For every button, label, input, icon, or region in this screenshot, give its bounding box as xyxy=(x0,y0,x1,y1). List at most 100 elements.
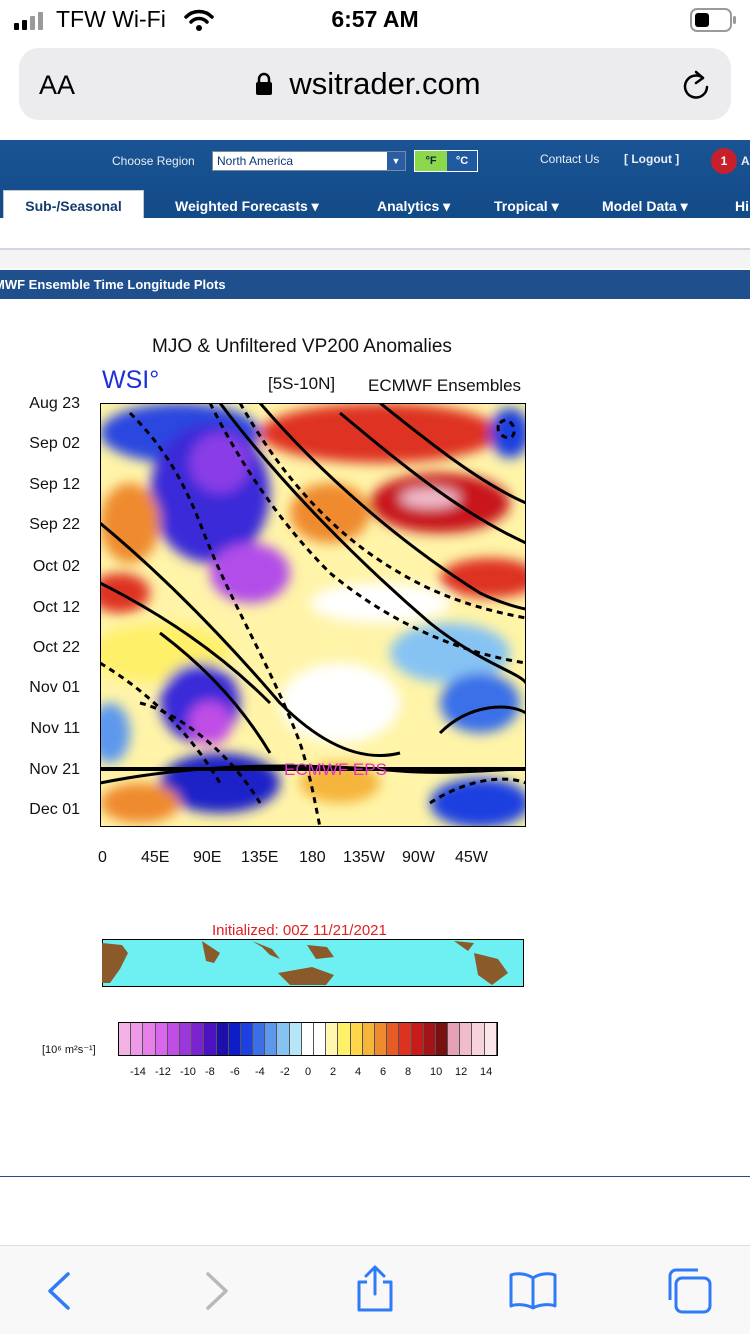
signal-bars-icon xyxy=(14,12,43,30)
colorbar-swatch xyxy=(277,1023,290,1055)
nav-more[interactable]: Hi xyxy=(735,198,749,214)
bookmarks-icon[interactable] xyxy=(508,1270,558,1310)
colorbar-tick-label: -10 xyxy=(180,1066,196,1078)
colorbar-swatch xyxy=(167,1023,180,1055)
y-tick-label: Sep 02 xyxy=(29,435,80,452)
colorbar-swatch xyxy=(448,1023,461,1055)
choose-region-label: Choose Region xyxy=(112,154,195,168)
y-tick-label: Oct 12 xyxy=(32,599,80,616)
unit-f-button[interactable]: °F xyxy=(415,151,447,171)
colorbar-tick-label: 10 xyxy=(430,1066,443,1078)
colorbar-tick-label: 12 xyxy=(455,1066,468,1078)
colorbar-swatch xyxy=(338,1023,351,1055)
alert-trailing-text: A xyxy=(741,154,750,168)
colorbar-swatch xyxy=(472,1023,485,1055)
y-tick-label: Nov 11 xyxy=(30,720,80,737)
back-icon[interactable] xyxy=(44,1270,72,1312)
y-tick-label: Nov 21 xyxy=(29,761,80,778)
colorbar-swatch xyxy=(350,1023,363,1055)
reload-icon[interactable] xyxy=(681,70,711,102)
page-title: MWF Ensemble Time Longitude Plots xyxy=(0,277,226,292)
nav-weighted-forecasts[interactable]: Weighted Forecasts ▾ xyxy=(175,198,319,214)
colorbar-swatch xyxy=(387,1023,400,1055)
colorbar-swatch xyxy=(265,1023,278,1055)
logout-link[interactable]: [ Logout ] xyxy=(624,152,680,166)
forward-icon[interactable] xyxy=(202,1270,230,1312)
x-tick-label: 45W xyxy=(455,849,488,866)
colorbar-tick-label: 8 xyxy=(405,1066,412,1078)
colorbar-tick-label: 2 xyxy=(330,1066,337,1078)
x-tick-label: 0 xyxy=(98,849,107,866)
sub-nav-bar xyxy=(0,218,750,250)
colorbar-tick-label: 14 xyxy=(480,1066,493,1078)
colorbar-tick-label: 4 xyxy=(355,1066,362,1078)
colorbar-swatch xyxy=(131,1023,144,1055)
x-tick-label: 180 xyxy=(299,849,326,866)
footer-divider xyxy=(0,1176,750,1177)
colorbar-tick-label: -4 xyxy=(255,1066,265,1078)
x-tick-label: 90W xyxy=(402,849,435,866)
colorbar-swatch xyxy=(179,1023,193,1055)
colorbar-swatch xyxy=(192,1023,205,1055)
colorbar-swatch xyxy=(155,1023,168,1055)
y-tick-label: Sep 12 xyxy=(29,476,80,493)
region-select[interactable]: North America ▼ xyxy=(212,151,406,171)
url-text[interactable]: wsitrader.com xyxy=(289,66,481,101)
world-map-strip xyxy=(102,939,524,987)
nav-model-data[interactable]: Model Data ▾ xyxy=(602,198,688,214)
colorbar-tick-label: -8 xyxy=(205,1066,215,1078)
page-title-bar: MWF Ensemble Time Longitude Plots xyxy=(0,270,750,299)
nav-analytics[interactable]: Analytics ▾ xyxy=(377,198,451,214)
share-icon[interactable] xyxy=(354,1264,396,1314)
browser-toolbar xyxy=(0,1245,750,1334)
colorbar-swatch xyxy=(399,1023,412,1055)
colorbar-swatch xyxy=(216,1023,229,1055)
colorbar-swatch xyxy=(423,1023,436,1055)
region-value: North America xyxy=(217,154,294,168)
colorbar-swatch xyxy=(435,1023,449,1055)
y-tick-label: Oct 02 xyxy=(32,558,80,575)
colorbar-swatch xyxy=(119,1023,132,1055)
colorbar-swatch xyxy=(460,1023,473,1055)
colorbar xyxy=(118,1022,498,1056)
colorbar-swatch xyxy=(326,1023,339,1055)
x-tick-label: 135W xyxy=(343,849,385,866)
address-bar[interactable]: AA wsitrader.com xyxy=(19,48,731,120)
figure-region: [5S-10N] xyxy=(268,374,336,393)
divider-band xyxy=(0,250,750,268)
colorbar-tick-label: -6 xyxy=(230,1066,240,1078)
colorbar-swatch xyxy=(411,1023,424,1055)
colorbar-ticks: -14 -12 -10 -8 -6 -4 -2 0 2 4 6 8 10 12 14 xyxy=(130,1066,493,1082)
hovmoller-plot xyxy=(100,403,526,827)
tabs-icon[interactable] xyxy=(664,1266,714,1314)
initialized-label: Initialized: 00Z 11/21/2021 xyxy=(212,922,387,939)
tab-sub-seasonal[interactable]: Sub-/Seasonal xyxy=(3,190,144,220)
colorbar-tick-label: -14 xyxy=(130,1066,146,1078)
alert-badge[interactable]: 1 xyxy=(711,148,737,174)
colorbar-swatch xyxy=(228,1023,241,1055)
y-tick-label: Sep 22 xyxy=(29,516,80,533)
nav-tropical[interactable]: Tropical ▾ xyxy=(494,198,559,214)
figure-title: MJO & Unfiltered VP200 Anomalies xyxy=(152,336,452,357)
unit-toggle[interactable]: °F °C xyxy=(414,150,478,172)
carrier-label: TFW Wi-Fi xyxy=(56,6,166,32)
contact-link[interactable]: Contact Us xyxy=(540,152,600,166)
colorbar-swatch xyxy=(204,1023,217,1055)
unit-c-button[interactable]: °C xyxy=(447,151,477,171)
colorbar-swatch xyxy=(240,1023,254,1055)
x-tick-label: 45E xyxy=(141,849,170,866)
y-tick-label: Dec 01 xyxy=(29,801,80,818)
text-size-button[interactable]: AA xyxy=(39,70,76,100)
colorbar-swatch xyxy=(484,1023,497,1055)
y-tick-label: Aug 23 xyxy=(29,395,80,412)
y-tick-label: Oct 22 xyxy=(32,639,80,656)
y-tick-label: Nov 01 xyxy=(29,679,80,696)
colorbar-swatch xyxy=(143,1023,156,1055)
status-bar: TFW Wi-Fi 6:57 AM xyxy=(0,0,750,40)
colorbar-tick-label: 6 xyxy=(380,1066,387,1078)
colorbar-swatch xyxy=(374,1023,388,1055)
colorbar-tick-label: -2 xyxy=(280,1066,290,1078)
x-tick-label: 90E xyxy=(193,849,222,866)
colorbar-unit-label: [10⁶ m²s⁻¹] xyxy=(42,1044,96,1056)
colorbar-swatch xyxy=(362,1023,375,1055)
